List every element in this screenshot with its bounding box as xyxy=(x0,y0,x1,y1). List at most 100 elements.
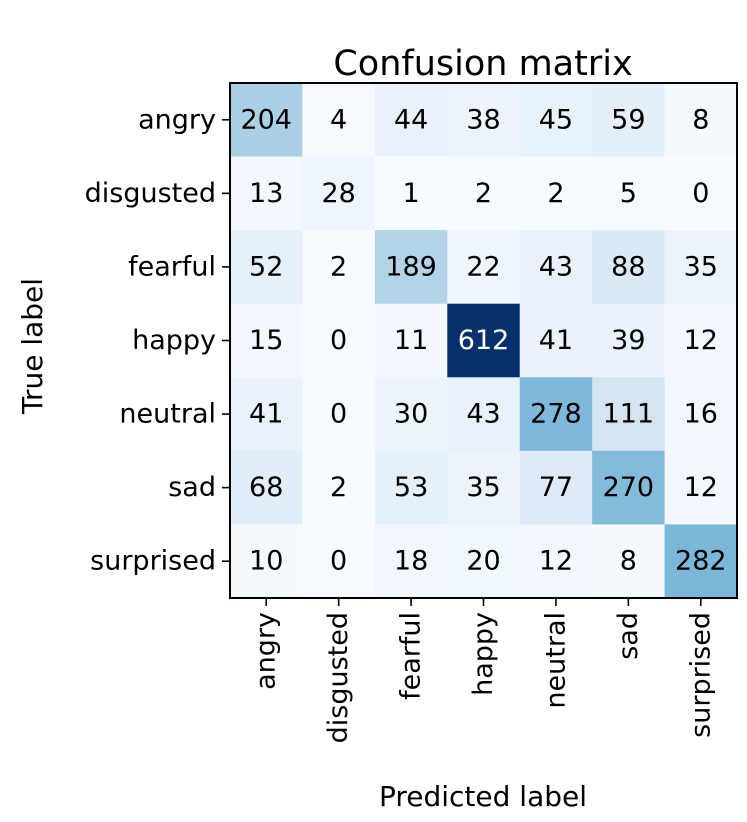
y-axis-ticks: angry disgusted fearful happy neutral sad surp… xyxy=(85,104,230,577)
cell-fearful-happy xyxy=(447,230,521,305)
y-tick-label-fearful: fearful xyxy=(128,251,216,282)
cell-neutral-happy xyxy=(447,377,521,452)
y-axis-label: True label xyxy=(16,278,49,415)
cell-happy-happy xyxy=(447,303,521,378)
cell-surprised-happy xyxy=(447,524,521,599)
cell-value: 278 xyxy=(530,399,582,430)
cell-value: 12 xyxy=(684,325,718,356)
cell-value: 16 xyxy=(684,399,718,430)
x-axis-label: Predicted label xyxy=(379,780,587,813)
y-tick-label-neutral: neutral xyxy=(119,399,216,430)
cell-value: 2 xyxy=(330,251,347,282)
x-tick-label-disgusted: disgusted xyxy=(323,612,354,743)
cell-value: 0 xyxy=(330,399,347,430)
cell-value: 2 xyxy=(475,178,492,209)
cell-surprised-sad xyxy=(592,524,666,599)
cell-neutral-fearful xyxy=(374,377,448,452)
cell-sad-angry xyxy=(230,450,304,526)
cell-value: 612 xyxy=(458,325,510,356)
cell-value: 10 xyxy=(249,546,283,577)
cell-disgusted-neutral xyxy=(519,156,593,231)
cell-value: 45 xyxy=(539,104,573,135)
cell-value: 8 xyxy=(620,546,637,577)
cell-neutral-surprised xyxy=(664,377,738,452)
cell-neutral-disgusted xyxy=(302,377,376,452)
cell-sad-surprised xyxy=(664,450,738,526)
cell-value: 39 xyxy=(611,325,645,356)
cell-fearful-surprised xyxy=(664,230,738,305)
cell-value: 5 xyxy=(620,178,637,209)
cell-value: 38 xyxy=(466,104,500,135)
x-tick-label-angry: angry xyxy=(251,612,282,690)
cell-value: 41 xyxy=(249,399,283,430)
cell-disgusted-disgusted xyxy=(302,156,376,231)
x-tick-label-neutral: neutral xyxy=(540,612,571,709)
cell-disgusted-fearful xyxy=(374,156,448,231)
cell-value: 35 xyxy=(466,472,500,503)
cell-value: 41 xyxy=(539,325,573,356)
cell-angry-sad xyxy=(592,83,666,158)
cell-fearful-fearful xyxy=(374,230,448,305)
x-axis-ticks: angry disgusted fearful happy neutral sad surp… xyxy=(251,597,716,743)
cell-value: 28 xyxy=(321,178,355,209)
cell-surprised-neutral xyxy=(519,524,593,599)
y-tick-label-happy: happy xyxy=(132,325,216,356)
cell-value: 59 xyxy=(611,104,645,135)
cell-angry-happy xyxy=(447,83,521,158)
cell-value: 22 xyxy=(466,251,500,282)
cell-value: 44 xyxy=(394,104,428,135)
cell-value: 204 xyxy=(240,104,292,135)
cell-happy-sad xyxy=(592,303,666,378)
cell-fearful-disgusted xyxy=(302,230,376,305)
cell-value: 11 xyxy=(394,325,428,356)
cell-surprised-angry xyxy=(230,524,304,599)
cell-neutral-angry xyxy=(230,377,304,452)
cell-value: 2 xyxy=(547,178,564,209)
cell-value: 15 xyxy=(249,325,283,356)
cell-value: 8 xyxy=(692,104,709,135)
cell-value: 282 xyxy=(675,546,727,577)
x-tick-label-surprised: surprised xyxy=(685,612,716,738)
y-tick-label-angry: angry xyxy=(138,104,216,135)
x-tick-label-fearful: fearful xyxy=(396,612,427,700)
cell-value: 0 xyxy=(330,325,347,356)
cell-value: 88 xyxy=(611,251,645,282)
cell-sad-happy xyxy=(447,450,521,526)
cell-angry-angry xyxy=(230,83,304,158)
cell-disgusted-happy xyxy=(447,156,521,231)
cell-angry-disgusted xyxy=(302,83,376,158)
cell-surprised-disgusted xyxy=(302,524,376,599)
cell-value: 0 xyxy=(330,546,347,577)
cell-value: 111 xyxy=(603,399,655,430)
cell-value: 2 xyxy=(330,472,347,503)
cell-happy-angry xyxy=(230,303,304,378)
cell-angry-neutral xyxy=(519,83,593,158)
cell-value: 53 xyxy=(394,472,428,503)
cell-happy-neutral xyxy=(519,303,593,378)
cell-happy-fearful xyxy=(374,303,448,378)
cell-value: 68 xyxy=(249,472,283,503)
y-tick-label-sad: sad xyxy=(168,472,216,503)
cell-value: 12 xyxy=(684,472,718,503)
cell-sad-neutral xyxy=(519,450,593,526)
cell-happy-disgusted xyxy=(302,303,376,378)
cell-sad-sad xyxy=(592,450,666,526)
cell-value: 43 xyxy=(466,399,500,430)
cell-neutral-sad xyxy=(592,377,666,452)
cell-fearful-neutral xyxy=(519,230,593,305)
y-tick-label-surprised: surprised xyxy=(90,546,216,577)
x-tick-label-sad: sad xyxy=(613,612,644,660)
cell-fearful-angry xyxy=(230,230,304,305)
cell-happy-surprised xyxy=(664,303,738,378)
cell-surprised-fearful xyxy=(374,524,448,599)
cell-value: 270 xyxy=(603,472,655,503)
cell-value: 13 xyxy=(249,178,283,209)
cell-angry-surprised xyxy=(664,83,738,158)
cell-angry-fearful xyxy=(374,83,448,158)
cell-neutral-neutral xyxy=(519,377,593,452)
x-tick-label-happy: happy xyxy=(468,612,499,696)
cell-sad-disgusted xyxy=(302,450,376,526)
cell-value: 77 xyxy=(539,472,573,503)
